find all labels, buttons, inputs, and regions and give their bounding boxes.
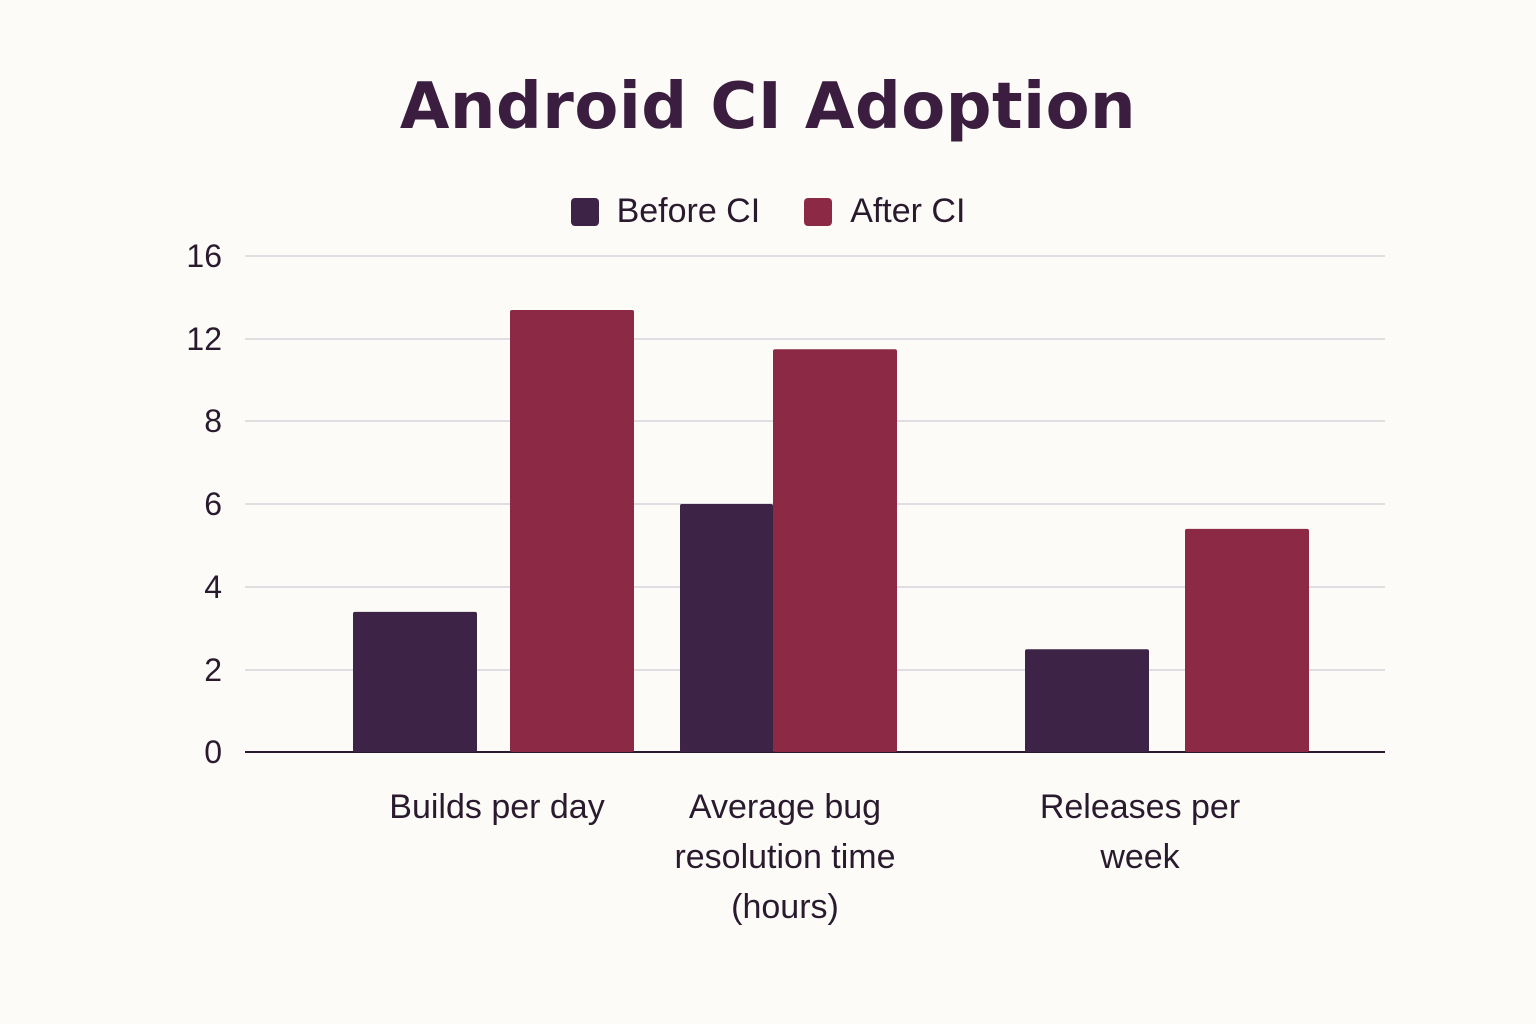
y-tick-label: 12: [186, 321, 222, 357]
category-label: Releases per: [1040, 788, 1240, 826]
category-label: (hours): [731, 888, 839, 926]
legend-label-before-ci: Before CI: [616, 192, 761, 230]
legend-swatch-after-ci: [804, 197, 833, 226]
chart-title: Android CI Adoption: [399, 70, 1137, 144]
category-label: week: [1099, 838, 1180, 876]
bar-before-ci-2: [1025, 649, 1149, 752]
y-tick-label: 4: [204, 569, 222, 605]
bar-after-ci-2: [1185, 528, 1309, 752]
y-tick-label: 6: [204, 486, 222, 522]
legend: Before CI After CI: [0, 192, 1536, 231]
bar-before-ci-1: [680, 504, 773, 752]
bar-after-ci-0: [510, 309, 634, 752]
category-label: Builds per day: [389, 788, 604, 826]
legend-item-before-ci: Before CI: [570, 192, 761, 231]
y-tick-label: 8: [204, 403, 222, 439]
category-label: Average bug: [689, 788, 881, 826]
legend-swatch-before-ci: [570, 197, 599, 226]
bar-before-ci-0: [353, 611, 477, 752]
y-tick-label: 2: [204, 652, 222, 688]
category-label: resolution time: [674, 838, 895, 876]
y-tick-label: 0: [204, 734, 222, 770]
legend-item-after-ci: After CI: [804, 192, 965, 231]
y-tick-label: 16: [186, 238, 222, 274]
bar-after-ci-1: [773, 349, 897, 752]
legend-label-after-ci: After CI: [850, 192, 966, 230]
